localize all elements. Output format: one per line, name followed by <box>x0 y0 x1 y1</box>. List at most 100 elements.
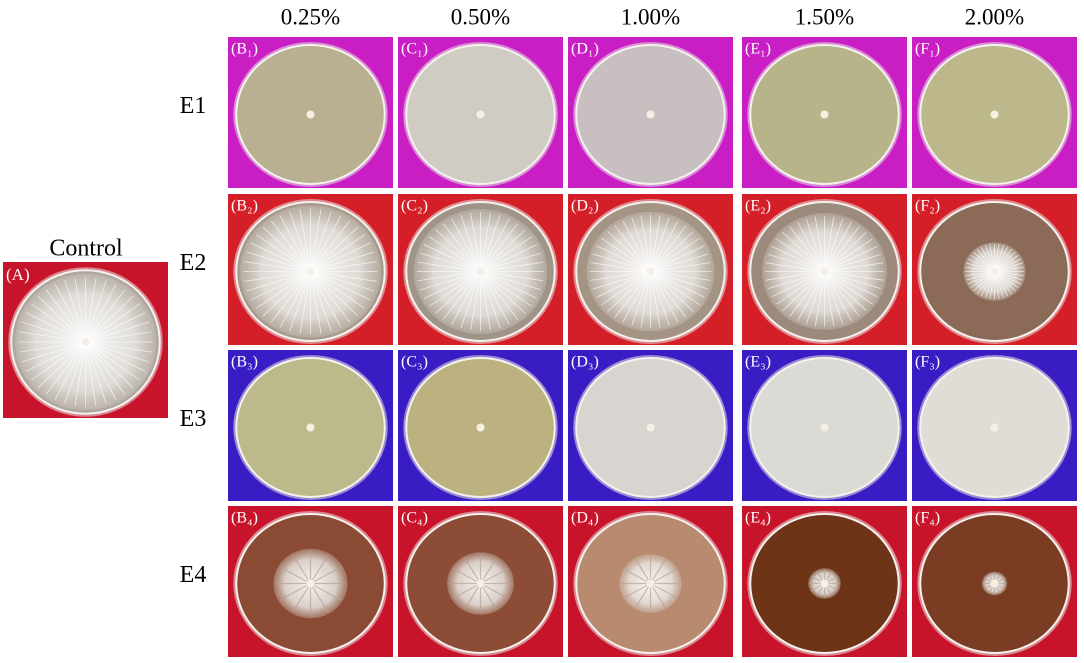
hypha <box>452 568 481 585</box>
hypha <box>601 237 651 272</box>
hypha <box>967 271 995 285</box>
hypha <box>989 271 995 299</box>
hypha <box>994 271 1019 289</box>
hypha <box>765 262 825 272</box>
inoculum <box>476 267 485 276</box>
hypha <box>601 271 651 306</box>
hypha <box>768 271 825 290</box>
hypha <box>984 271 995 298</box>
inoculum <box>646 110 655 119</box>
hypha <box>782 271 825 311</box>
hypha <box>310 271 377 282</box>
hypha <box>824 271 884 281</box>
panel-label: (E₄) <box>745 510 771 527</box>
hypha <box>789 226 825 272</box>
inoculum <box>476 579 485 588</box>
hypha <box>270 271 311 323</box>
hypha <box>789 271 825 317</box>
hypha <box>74 277 86 343</box>
hypha <box>650 253 709 272</box>
hypha <box>310 566 342 585</box>
hypha <box>824 253 881 272</box>
hypha <box>650 271 687 318</box>
panel-label: (D₄) <box>571 510 599 527</box>
hypha <box>480 261 544 272</box>
hypha <box>310 251 375 272</box>
panel-label: (F₃) <box>915 354 940 371</box>
row-label: E1 <box>180 93 207 119</box>
hypha <box>650 225 687 272</box>
hypha <box>976 271 995 295</box>
hypha <box>614 271 651 318</box>
hypha <box>650 271 709 290</box>
hypha <box>21 341 86 363</box>
hypha <box>994 271 1013 295</box>
hypha <box>64 280 86 343</box>
column-header: 0.50% <box>451 4 510 29</box>
hypha <box>417 261 481 272</box>
hypha <box>994 251 1016 272</box>
hypha <box>85 321 150 343</box>
hypha <box>244 261 311 272</box>
hypha <box>310 271 351 323</box>
panel-label: (F₂) <box>915 198 940 215</box>
hypha <box>299 209 311 272</box>
hypha <box>19 341 86 353</box>
hypha <box>650 582 677 598</box>
row-label: E2 <box>180 250 207 276</box>
hypha <box>309 583 329 613</box>
panel-label: (C₃) <box>401 354 428 371</box>
panel-label: (E₁) <box>745 41 771 58</box>
hypha <box>270 220 311 272</box>
hypha <box>85 341 152 353</box>
hypha <box>824 221 852 272</box>
hypha <box>309 554 329 584</box>
hypha <box>85 341 126 395</box>
row-label: E4 <box>180 562 207 588</box>
inoculum <box>990 423 999 432</box>
hypha <box>423 271 481 299</box>
hypha <box>310 209 322 272</box>
hypha <box>814 271 825 327</box>
hypha <box>596 245 651 272</box>
panel-label: (B₁) <box>231 41 258 58</box>
hypha <box>19 331 86 343</box>
panel-label: (E₃) <box>745 354 771 371</box>
hypha <box>994 258 1022 272</box>
hypha <box>310 226 359 272</box>
hypha <box>256 234 311 272</box>
hypha <box>771 271 825 298</box>
inoculum <box>306 423 315 432</box>
panel-label: (F₁) <box>915 41 940 58</box>
hypha <box>480 582 509 599</box>
hypha <box>650 245 705 272</box>
hypha <box>631 217 651 272</box>
hypha <box>310 271 359 317</box>
hypha <box>480 271 526 314</box>
hypha <box>994 266 1024 272</box>
hypha <box>824 216 835 272</box>
hypha <box>994 271 1023 281</box>
hypha <box>614 225 651 272</box>
hypha <box>85 341 97 407</box>
hypha <box>650 271 700 306</box>
hypha <box>650 271 711 281</box>
hypha <box>85 312 146 343</box>
inoculum <box>646 423 655 432</box>
hypha <box>622 220 651 272</box>
hypha <box>85 295 134 343</box>
hypha <box>21 321 86 343</box>
panel-label: (D₃) <box>571 354 599 371</box>
hypha <box>310 211 332 272</box>
hypha <box>650 271 694 312</box>
hypha <box>442 223 481 272</box>
hypha <box>824 271 881 290</box>
hypha <box>37 295 86 343</box>
hypha <box>814 216 825 272</box>
hypha <box>250 271 311 301</box>
hypha <box>824 271 878 298</box>
hypha <box>428 271 481 307</box>
hypha <box>994 246 1009 272</box>
column-header: 0.25% <box>281 4 340 29</box>
hypha <box>310 271 375 292</box>
